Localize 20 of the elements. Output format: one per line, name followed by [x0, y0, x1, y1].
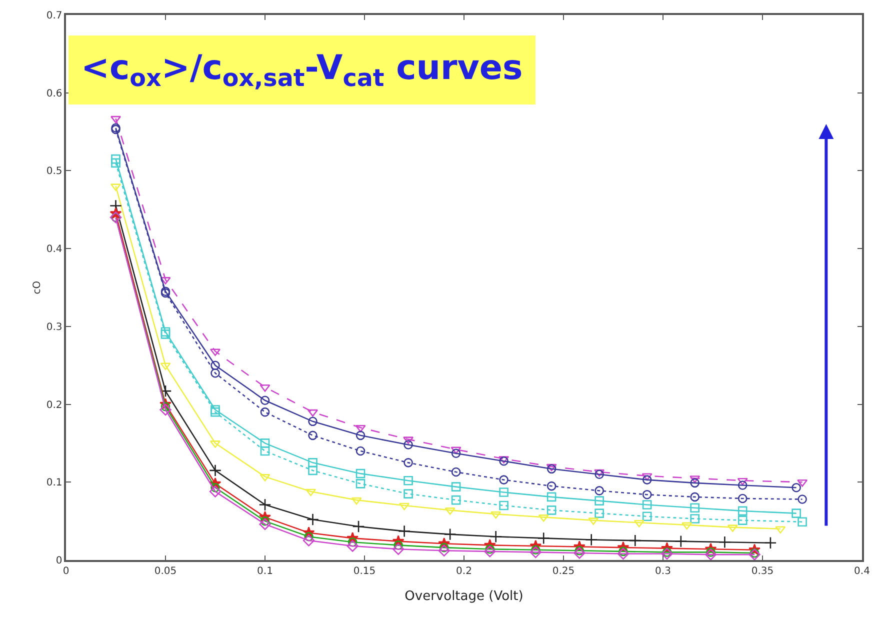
- x-tick-label: 0.1: [257, 566, 273, 577]
- x-tick-label: 0.3: [655, 566, 671, 577]
- x-axis-title: Overvoltage (Volt): [404, 588, 524, 604]
- x-tick-label: 0.35: [751, 566, 774, 577]
- y-tick-label: 0: [56, 556, 62, 566]
- y-tick-label: 0.5: [46, 166, 62, 178]
- x-tick-label: 0: [62, 566, 70, 577]
- x-tick-label: 0.4: [854, 566, 870, 577]
- y-tick-label: 0.6: [46, 88, 62, 100]
- y-tick-label: 0.3: [46, 322, 62, 333]
- y-axis-title: cO: [32, 280, 43, 294]
- y-tick-label: 0.7: [46, 10, 62, 22]
- y-tick-label: 0.4: [46, 244, 62, 256]
- y-tick-label: 0.2: [46, 400, 62, 411]
- y-tick-label: 0.1: [46, 478, 62, 489]
- x-tick-label: 0.2: [456, 566, 472, 577]
- text: <c$_{ox}$>/c$_{ox,sat}$-V$_{cat}$ curves: [81, 48, 523, 92]
- x-tick-label: 0.05: [154, 566, 177, 577]
- x-tick-label: 0.15: [353, 566, 376, 577]
- x-tick-label: 0.25: [552, 566, 575, 577]
